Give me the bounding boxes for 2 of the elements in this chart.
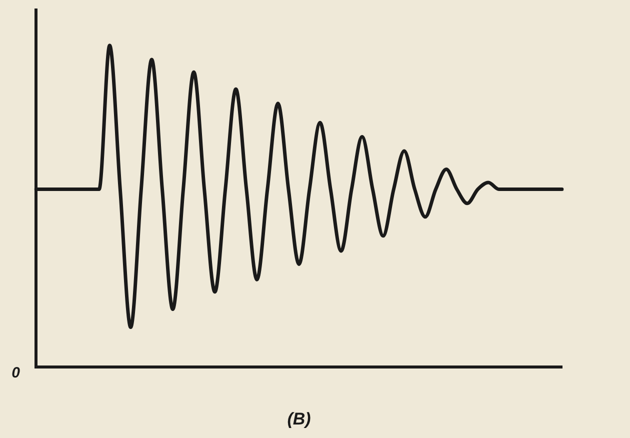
text: (B)	[287, 409, 312, 428]
text: 0	[12, 364, 21, 382]
